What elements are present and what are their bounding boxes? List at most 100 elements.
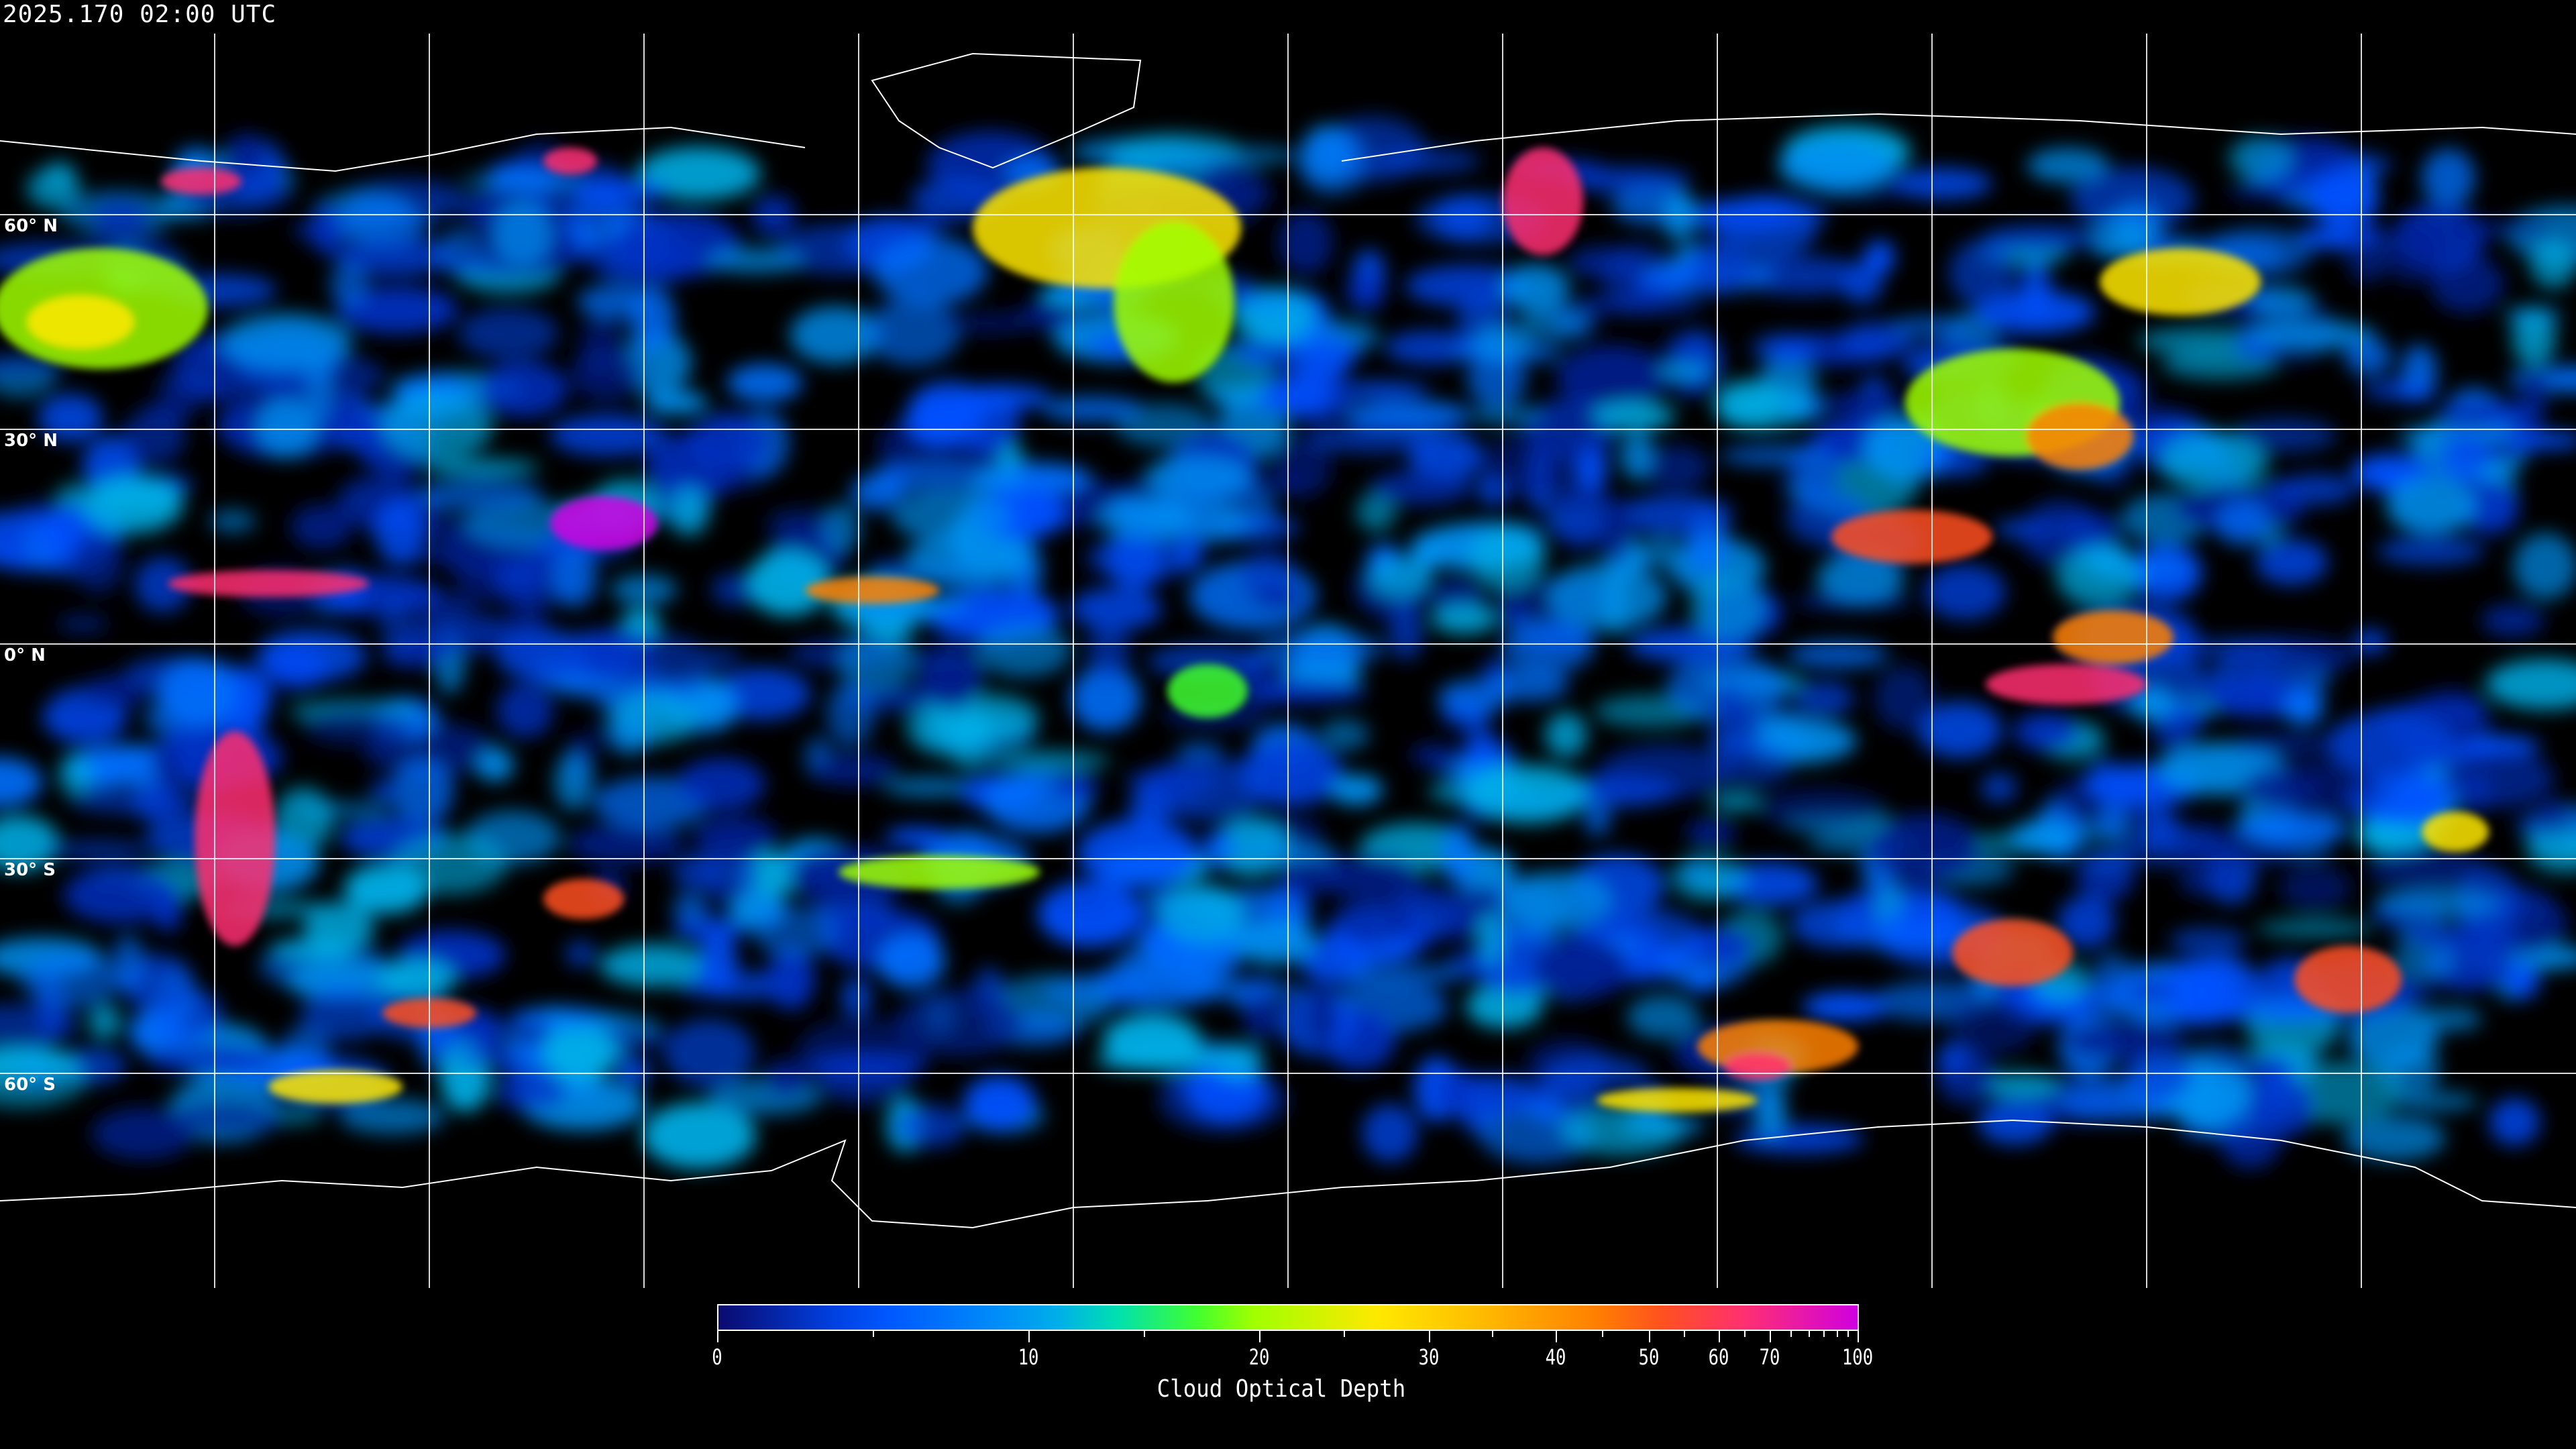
thick-cloud-patch bbox=[268, 1070, 402, 1104]
colorbar-tick-label: 40 bbox=[1545, 1344, 1566, 1370]
colorbar-minor-tick bbox=[1492, 1331, 1494, 1337]
cloud-patch bbox=[892, 1104, 967, 1148]
cloud-patch bbox=[1917, 701, 2002, 758]
thick-cloud-patch bbox=[550, 496, 657, 550]
thick-cloud-patch bbox=[2422, 812, 2489, 852]
cloud-patch bbox=[89, 197, 152, 236]
cloud-patch bbox=[2279, 474, 2355, 505]
colorbar-minor-tick bbox=[1837, 1331, 1839, 1337]
cloud-patch bbox=[492, 199, 553, 268]
cloud-patch bbox=[1097, 495, 1194, 540]
cloud-patch bbox=[568, 824, 684, 865]
cloud-patch bbox=[2344, 338, 2392, 375]
cloud-patch bbox=[1755, 1089, 1786, 1138]
cloud-patch bbox=[304, 359, 334, 422]
cloud-patch bbox=[1042, 890, 1112, 912]
cloud-patch bbox=[616, 1058, 651, 1085]
cloud-patch bbox=[134, 556, 191, 613]
cloud-patch bbox=[380, 598, 409, 658]
cloud-patch bbox=[2089, 952, 2136, 1020]
cloud-patch bbox=[46, 840, 150, 861]
cloud-patch bbox=[2489, 1097, 2540, 1146]
cloud-patch bbox=[1949, 994, 2037, 1056]
thick-cloud-patch bbox=[27, 295, 134, 349]
cloud-patch bbox=[1501, 264, 1570, 313]
cloud-patch bbox=[2526, 826, 2576, 874]
colorbar-title: Cloud Optical Depth bbox=[1157, 1375, 1406, 1403]
cloud-patch bbox=[746, 550, 830, 616]
cloud-patch bbox=[1147, 643, 1268, 680]
cloud-patch bbox=[88, 1004, 121, 1040]
thick-cloud-patch bbox=[1167, 664, 1248, 718]
thick-cloud-patch bbox=[1503, 148, 1583, 255]
lat-label-30n: 30° N bbox=[4, 431, 58, 451]
cloud-patch bbox=[1306, 985, 1340, 1052]
cloud-patch bbox=[44, 160, 76, 187]
cloud-patch bbox=[599, 944, 708, 987]
cloud-patch bbox=[156, 659, 238, 727]
cloud-patch bbox=[2057, 512, 2121, 547]
cloud-patch bbox=[1278, 210, 1333, 275]
cloud-patch bbox=[1477, 908, 1505, 967]
cloud-patch bbox=[1533, 938, 1629, 1000]
cloud-patch bbox=[637, 146, 761, 201]
cloud-patch bbox=[1656, 362, 1711, 380]
cloud-patch bbox=[1756, 788, 1886, 830]
thick-cloud-patch bbox=[2294, 946, 2402, 1013]
cloud-patch bbox=[1388, 602, 1424, 661]
cloud-patch bbox=[1239, 680, 1367, 704]
cloud-patch bbox=[493, 1073, 567, 1112]
colorbar-tick-label: 60 bbox=[1708, 1344, 1729, 1370]
colorbar-ticks: 0 10 20 30 40 50 60 70 100 bbox=[712, 1331, 1873, 1385]
cloud-patch bbox=[339, 1098, 445, 1134]
cloud-patch bbox=[642, 1102, 756, 1169]
cloud-patch bbox=[1670, 854, 1748, 902]
cloud-patch bbox=[2401, 927, 2524, 949]
cloud-patch bbox=[2226, 182, 2298, 202]
cloud-patch bbox=[312, 201, 341, 256]
cloud-patch bbox=[425, 459, 541, 476]
cloud-patch bbox=[1792, 681, 1854, 716]
cloud-patch bbox=[1501, 616, 1595, 674]
cloud-patch bbox=[0, 1004, 79, 1046]
cloud-patch bbox=[1212, 844, 1337, 864]
cloud-patch bbox=[1384, 330, 1477, 365]
cloud-patch bbox=[693, 816, 778, 859]
cloud-patch bbox=[1176, 742, 1223, 760]
cloud-patch bbox=[0, 815, 60, 871]
cloud-patch bbox=[2513, 533, 2576, 600]
cloud-patch bbox=[672, 893, 708, 922]
cloud-patch bbox=[1498, 871, 1613, 929]
cloud-patch bbox=[284, 959, 409, 1002]
cloud-patch bbox=[1701, 199, 1831, 229]
cloud-patch bbox=[1778, 138, 1896, 192]
cloud-patch bbox=[1108, 523, 1163, 593]
cloud-patch bbox=[1803, 991, 1889, 1021]
cloud-patch bbox=[166, 1101, 286, 1136]
cloud-patch bbox=[1627, 995, 1699, 1039]
cloud-patch bbox=[904, 532, 1033, 588]
cloud-patch bbox=[1437, 680, 1509, 716]
cloud-patch bbox=[0, 1046, 80, 1081]
cloud-patch bbox=[1468, 405, 1545, 425]
cloud-patch bbox=[1332, 897, 1411, 945]
colorbar-minor-tick bbox=[1790, 1331, 1792, 1337]
cloud-patch bbox=[274, 786, 333, 852]
colorbar-major-tick bbox=[1858, 1331, 1859, 1342]
cloud-patch bbox=[333, 200, 429, 247]
cloud-patch bbox=[1132, 767, 1218, 795]
cloud-patch bbox=[91, 1108, 195, 1160]
colorbar-major-tick bbox=[1770, 1331, 1772, 1342]
cloud-patch bbox=[629, 286, 676, 352]
cloud-patch bbox=[1686, 818, 1736, 847]
cloud-patch bbox=[1255, 631, 1385, 667]
cloud-patch bbox=[2027, 148, 2110, 183]
cloud-patch bbox=[1157, 883, 1246, 944]
cloud-patch bbox=[290, 504, 353, 549]
cloud-patch bbox=[698, 931, 737, 991]
cloud-patch bbox=[2326, 712, 2456, 777]
colorbar-major-tick bbox=[1428, 1331, 1430, 1342]
cloud-patch bbox=[937, 312, 1039, 334]
thick-cloud-patch bbox=[2100, 248, 2261, 315]
cloud-patch bbox=[687, 412, 771, 472]
